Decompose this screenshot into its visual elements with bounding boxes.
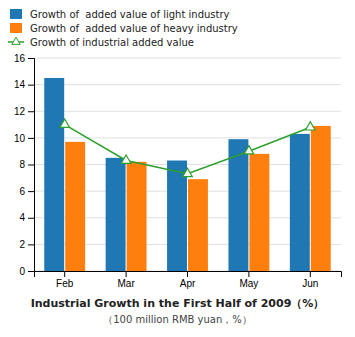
y-tick-mark (28, 58, 34, 59)
y-tick-label: 6 (19, 186, 25, 197)
marker (244, 146, 254, 154)
x-tick-label: May (239, 278, 258, 289)
x-tick: Apr (180, 271, 196, 289)
y-axis-line (28, 59, 35, 272)
y-tick-label: 2 (19, 239, 25, 250)
legend-item: Growth of added value of light industry (10, 9, 230, 20)
legend-item: Growth of industrial added value (8, 37, 194, 48)
y-tick: 0 (19, 266, 34, 277)
y-tick-mark (28, 138, 34, 139)
x-tick: May (239, 271, 258, 289)
x-tick-label: Apr (180, 278, 196, 289)
y-tick: 12 (14, 106, 34, 117)
y-tick-label: 10 (14, 133, 26, 144)
x-tick-mark (126, 271, 127, 277)
bar (249, 154, 269, 271)
x-tick-mark (248, 271, 249, 277)
legend-label: Growth of added value of light industry (30, 9, 230, 20)
y-tick-mark (28, 218, 34, 219)
legend-swatch (10, 23, 22, 33)
x-tick-mark (64, 271, 65, 277)
bar (65, 142, 85, 271)
legend-marker (12, 37, 20, 44)
line (65, 125, 311, 174)
y-tick: 4 (19, 212, 34, 223)
x-tick: Jun (302, 271, 318, 289)
y-tick-label: 0 (19, 266, 25, 277)
y-tick: 6 (19, 186, 34, 197)
y-tick: 10 (14, 133, 34, 144)
y-tick-mark (28, 191, 34, 192)
y-tick-label: 16 (14, 53, 26, 64)
legend-item: Growth of added value of heavy industry (10, 23, 238, 34)
bar (44, 78, 64, 271)
legend-label: Growth of added value of heavy industry (30, 23, 238, 34)
chart: Feb Mar Apr May Jun 0 2 4 6 8 10 12 14 16 Growth of ad… (0, 0, 355, 337)
y-tick-label: 8 (19, 159, 25, 170)
bar (311, 126, 331, 271)
marker (305, 122, 315, 130)
plot: Feb Mar Apr May Jun 0 2 4 6 8 10 12 14 16 (14, 53, 342, 289)
marker (60, 119, 70, 127)
subtitle: （100 million RMB yuan，%） (103, 314, 252, 325)
x-tick: Feb (56, 271, 74, 289)
grid-line (34, 58, 341, 59)
bar (106, 158, 126, 271)
y-tick-mark (28, 85, 34, 86)
grid (34, 58, 341, 271)
y-tick-label: 12 (14, 106, 26, 117)
x-axis: Feb Mar Apr May Jun (35, 271, 342, 289)
y-tick: 2 (19, 239, 34, 250)
y-tick-label: 4 (19, 212, 25, 223)
x-tick-mark (187, 271, 188, 277)
y-tick-mark (28, 165, 34, 166)
x-tick-label: Feb (56, 278, 74, 289)
x-tick-label: Jun (302, 278, 318, 289)
y-tick-mark (28, 271, 34, 272)
y-tick-mark (28, 244, 34, 245)
y-tick: 8 (19, 159, 34, 170)
bar (228, 139, 248, 271)
x-tick: Mar (117, 271, 135, 289)
bar-series (44, 78, 310, 271)
y-tick: 16 (14, 53, 34, 64)
x-tick-mark (310, 271, 311, 277)
legend: Growth of added value of light industry G… (8, 9, 238, 48)
marker (121, 155, 131, 163)
bar (188, 179, 208, 271)
markers (60, 119, 315, 177)
y-tick-label: 14 (14, 79, 26, 90)
title: Industrial Growth in the First Half of 2… (31, 297, 325, 310)
bar (290, 134, 310, 271)
legend-swatch (10, 9, 22, 19)
y-tick: 14 (14, 79, 34, 90)
grid-line (34, 84, 341, 85)
grid-line (34, 111, 341, 112)
x-tick-label: Mar (117, 278, 135, 289)
x-axis-line (35, 272, 342, 278)
marker (183, 168, 193, 176)
bar (127, 162, 147, 271)
legend-label: Growth of industrial added value (30, 37, 194, 48)
marks (44, 78, 330, 271)
y-axis: 0 2 4 6 8 10 12 14 16 (14, 53, 35, 277)
y-tick-mark (28, 111, 34, 112)
